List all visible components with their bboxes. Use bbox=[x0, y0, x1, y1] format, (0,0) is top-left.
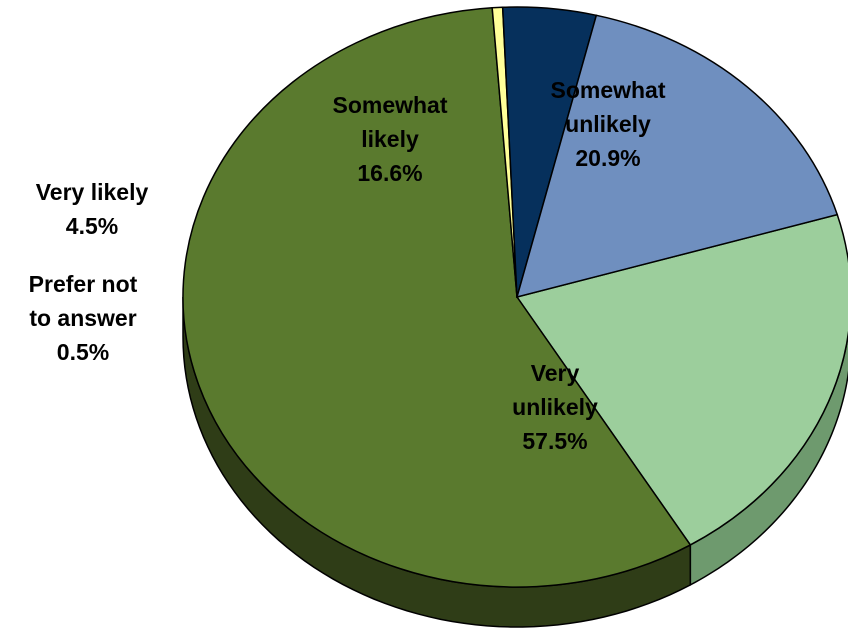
pie-label-text: Very likely bbox=[36, 179, 149, 205]
pie-slices bbox=[182, 6, 848, 588]
pie-slice-0 bbox=[515, 213, 848, 546]
pie-label-text: likely bbox=[361, 126, 419, 152]
pie-slice-4 bbox=[515, 14, 839, 299]
pie-label-value: 0.5% bbox=[57, 339, 109, 365]
pie-label-3: Very likely 4.5% bbox=[36, 179, 149, 239]
pie-label-value: 20.9% bbox=[575, 145, 640, 171]
pie-label-text: unlikely bbox=[565, 111, 651, 137]
pie-label-text: Somewhat bbox=[550, 77, 665, 103]
pie-label-2: Prefer not to answer 0.5% bbox=[29, 271, 138, 365]
pie-label-0: Somewhat unlikely 20.9% bbox=[550, 77, 665, 171]
pie-labels: Somewhat unlikely 20.9% Very unlikely 57.5% Pr… bbox=[29, 77, 666, 454]
pie-label-value: 57.5% bbox=[522, 428, 587, 454]
pie-label-value: 16.6% bbox=[357, 160, 422, 186]
pie-label-text: Very bbox=[531, 360, 580, 386]
pie-slice-1 bbox=[182, 7, 692, 588]
pie-label-text: Prefer not bbox=[29, 271, 138, 297]
pie-label-text: Somewhat bbox=[332, 92, 447, 118]
pie-label-1: Very unlikely 57.5% bbox=[512, 360, 598, 454]
pie-label-value: 4.5% bbox=[66, 213, 118, 239]
pie-label-text: to answer bbox=[29, 305, 136, 331]
pie-label-4: Somewhat likely 16.6% bbox=[332, 92, 447, 186]
pie-label-text: unlikely bbox=[512, 394, 598, 420]
